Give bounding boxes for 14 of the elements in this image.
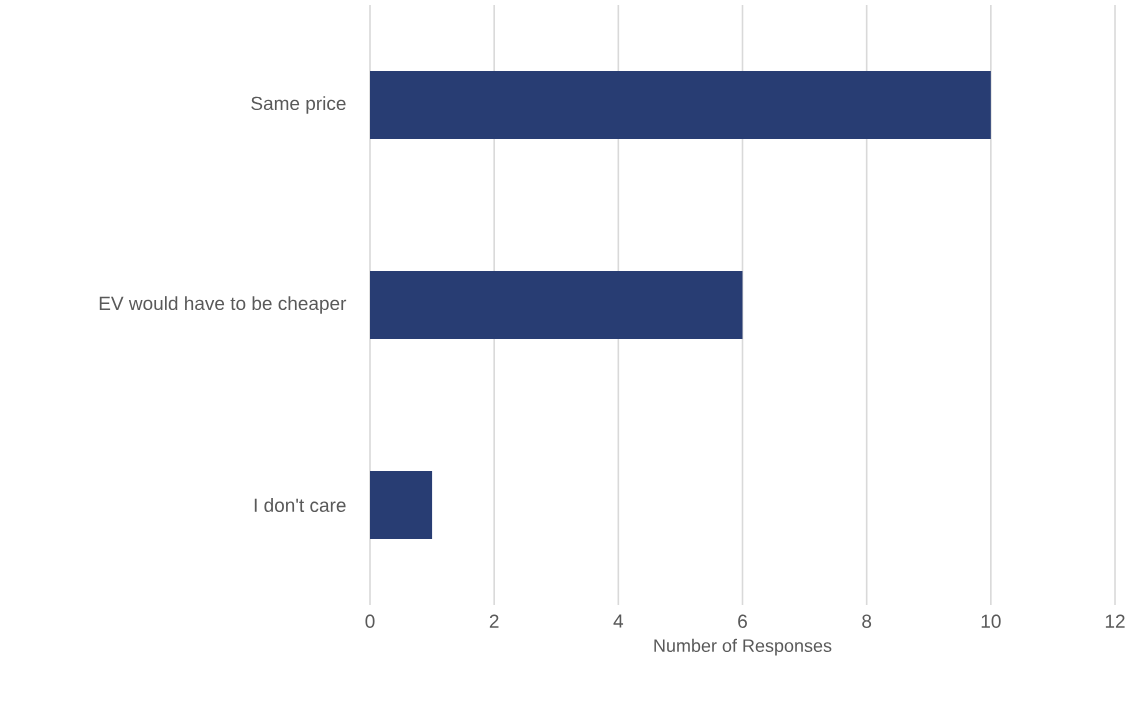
- x-tick-label: 6: [738, 614, 747, 628]
- x-axis-title: Number of Responses: [654, 638, 832, 656]
- x-tick-label: 0: [365, 614, 375, 628]
- x-tick-label: 4: [613, 614, 624, 628]
- x-tick-label: 10: [981, 614, 1001, 628]
- x-tick-label: 12: [1105, 614, 1125, 628]
- y-tick-label: EV would have to be cheaper: [99, 296, 347, 314]
- bar: [370, 71, 991, 139]
- y-tick-label: Same price: [251, 96, 346, 114]
- bar: [370, 271, 743, 339]
- y-tick-label: I don't care: [254, 498, 346, 512]
- x-tick-label: 2: [489, 614, 499, 628]
- bar: [370, 471, 433, 539]
- x-tick-label: 8: [862, 614, 872, 628]
